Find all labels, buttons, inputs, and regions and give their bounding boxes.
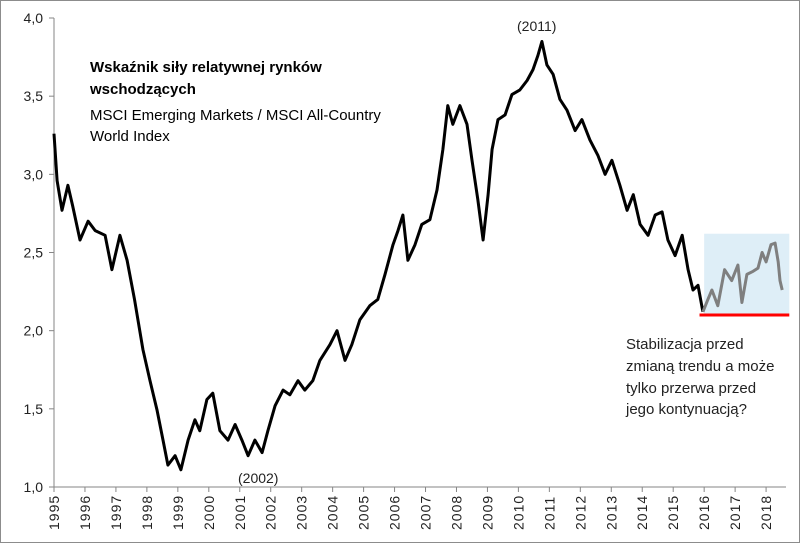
x-tick-label: 2014 [634,495,650,530]
x-tick-label: 1999 [170,495,186,530]
x-tick-label: 2013 [603,495,619,530]
x-tick-label: 1995 [46,495,62,530]
x-tick-label: 2017 [727,495,743,530]
note-line-3: tylko przerwa przed [626,380,756,397]
x-tick-label: 1997 [108,495,124,530]
y-tick-label: 3,5 [24,88,44,104]
chart-subtitle-line-2: World Index [90,128,170,145]
series-line-recent [701,241,784,313]
x-tick-label: 2015 [665,495,681,530]
x-tick-label: 2007 [418,495,434,530]
y-tick-label: 2,5 [24,245,44,261]
chart-title-line-2: wschodzących [89,81,196,98]
x-tick-label: 2001 [232,495,248,530]
x-tick-label: 2004 [325,495,341,530]
y-tick-label: 2,0 [24,323,44,339]
x-tick-label: 2016 [696,495,712,530]
chart-title-line-1: Wskaźnik siły relatywnej rynków [90,59,322,76]
y-tick-label: 1,5 [24,401,44,417]
x-tick-label: 2018 [758,495,774,530]
series-line-main [52,40,705,472]
x-tick-label: 2008 [448,495,464,530]
x-tick-label: 2000 [201,495,217,530]
x-tick-label: 2010 [510,495,526,530]
x-tick-label: 2005 [356,495,372,530]
y-tick-label: 3,0 [24,166,44,182]
y-tick-label: 1,0 [24,479,44,495]
note-line-4: jego kontynuacją? [625,401,747,418]
x-tick-label: 1998 [139,495,155,530]
x-tick-label: 2011 [541,496,557,530]
x-tick-label: 2006 [387,495,403,530]
annotation-2011: (2011) [517,18,556,34]
x-tick-label: 2012 [572,495,588,530]
note-line-2: zmianą trendu a może [626,358,774,375]
note-line-1: Stabilizacja przed [626,336,744,353]
x-tick-label: 2002 [263,495,279,530]
x-tick-label: 1996 [77,495,93,530]
chart-subtitle-line-1: MSCI Emerging Markets / MSCI All-Country [90,107,381,124]
annotation-2002: (2002) [238,470,278,486]
y-tick-label: 4,0 [24,10,44,26]
x-tick-label: 2003 [294,495,310,530]
x-tick-label: 2009 [479,495,495,530]
